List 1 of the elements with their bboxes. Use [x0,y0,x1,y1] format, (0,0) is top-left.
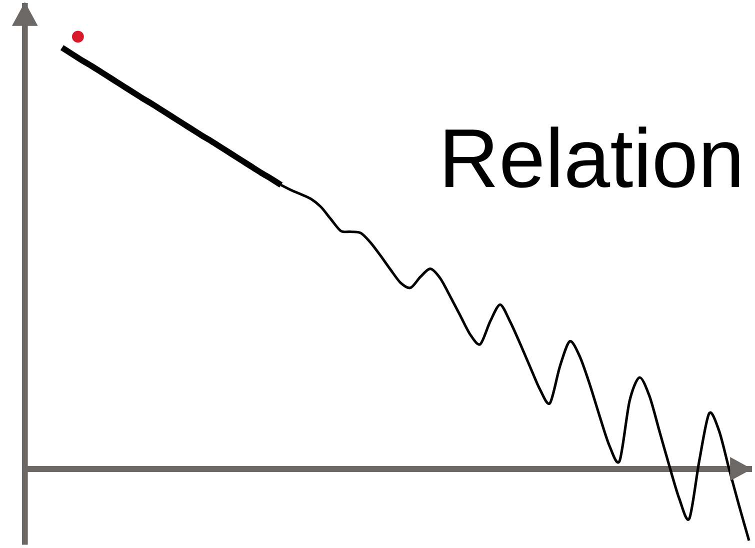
text: Relation [446,126,740,188]
